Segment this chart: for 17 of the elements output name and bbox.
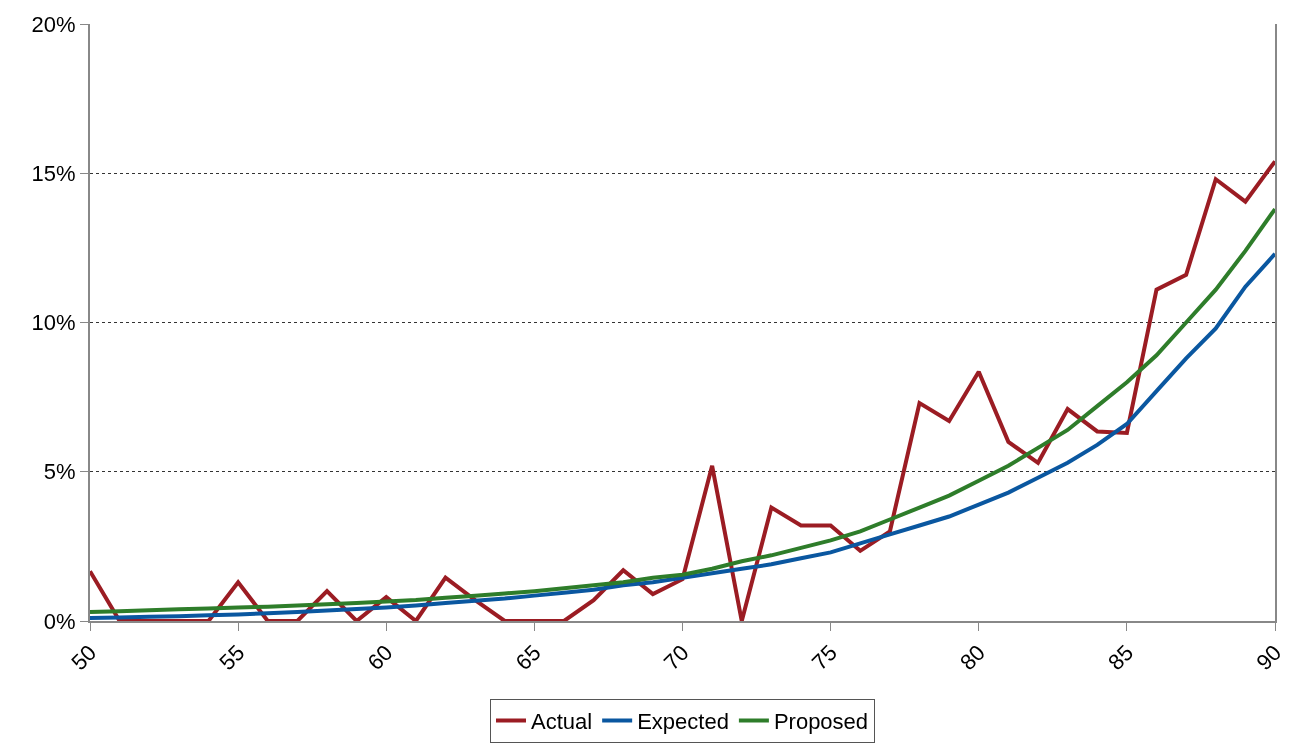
legend-label: Expected [637,708,729,734]
legend-label: Actual [531,708,593,734]
x-tick-label: 90 [1251,640,1287,676]
y-tick-label: 20% [31,11,76,37]
x-tick-label: 70 [658,640,694,676]
x-tick-label: 85 [1103,640,1139,676]
x-tick-label: 60 [362,640,398,676]
y-tick-label: 10% [31,310,76,336]
x-tick-label: 55 [214,640,250,676]
y-tick-label: 0% [43,608,76,634]
x-tick-label: 80 [955,640,991,676]
x-tick-label: 50 [66,640,102,676]
y-tick-label: 5% [43,459,76,485]
x-tick-label: 65 [510,640,546,676]
y-tick-label: 15% [31,160,76,186]
x-tick-label: 75 [806,640,842,676]
legend-label: Proposed [773,708,869,734]
